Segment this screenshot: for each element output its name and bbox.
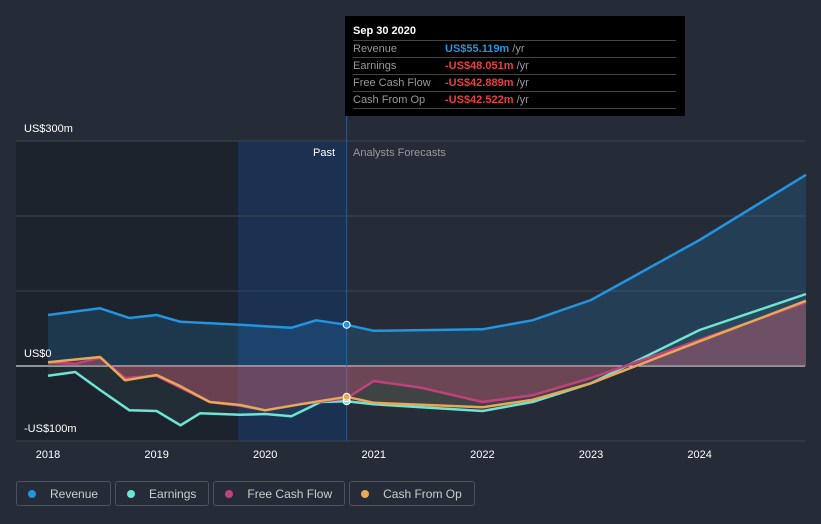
past-label: Past	[313, 147, 336, 159]
tooltip-row: Earnings -US$48.051m /yr	[353, 57, 676, 75]
x-tick-label: 2018	[35, 449, 61, 461]
tooltip-label: Revenue	[353, 43, 398, 55]
legend-item-earnings[interactable]: Earnings	[115, 481, 210, 506]
area-cash-from-op	[48, 300, 807, 411]
legend-label: Earnings	[149, 486, 197, 501]
tooltip-amount: -US$48.051m	[445, 60, 514, 72]
tooltip-row: Revenue US$55.119m /yr	[353, 40, 676, 58]
legend-dot-icon	[225, 489, 234, 498]
y-tick-neg100: -US$100m	[24, 423, 77, 435]
line-cash-from-op	[47, 299, 807, 412]
marker-cash-from-op	[342, 392, 351, 401]
x-tick-label: 2019	[144, 449, 169, 461]
legend-item-revenue[interactable]: Revenue	[16, 481, 112, 506]
legend-dot-icon	[361, 489, 370, 498]
y-tick-300: US$300m	[24, 123, 73, 135]
tooltip-row: Free Cash Flow -US$42.889m /yr	[353, 74, 676, 92]
x-tick-label: 2023	[578, 449, 604, 461]
marker-revenue	[342, 320, 351, 329]
x-tick-label: 2020	[252, 449, 278, 461]
tooltip-unit: /yr	[516, 60, 529, 72]
tooltip-value: -US$48.051m /yr	[445, 58, 529, 75]
tooltip-unit: /yr	[512, 43, 525, 55]
area-free-cash-flow	[48, 302, 807, 411]
tooltip-amount: US$55.119m	[445, 43, 510, 55]
x-tick-label: 2021	[361, 449, 387, 461]
legend-item-free-cash-flow[interactable]: Free Cash Flow	[213, 481, 346, 506]
tooltip-value: -US$42.522m /yr	[445, 92, 529, 109]
tooltip-value: -US$42.889m /yr	[445, 75, 529, 92]
x-tick-label: 2024	[687, 449, 712, 461]
tooltip-label: Free Cash Flow	[353, 77, 431, 89]
area-revenue	[48, 174, 807, 366]
legend-label: Cash From Op	[383, 486, 462, 501]
legend-dot-icon	[127, 489, 136, 498]
y-tick-0: US$0	[24, 348, 52, 360]
legend-label: Free Cash Flow	[247, 486, 333, 501]
legend-label: Revenue	[50, 486, 99, 501]
tooltip-value: US$55.119m /yr	[445, 41, 525, 58]
forecast-label: Analysts Forecasts	[353, 147, 446, 159]
legend-dot-icon	[28, 489, 36, 498]
tooltip-row: Cash From Op -US$42.522m /yr	[353, 91, 676, 109]
legend-item-cash-from-op[interactable]: Cash From Op	[349, 481, 475, 506]
line-earnings	[47, 292, 807, 427]
tooltip: Sep 30 2020 Revenue US$55.119m /yr Earning…	[345, 16, 685, 116]
tooltip-unit: /yr	[516, 77, 529, 89]
x-tick-label: 2022	[470, 449, 495, 461]
tooltip-date: Sep 30 2020	[353, 25, 416, 37]
tooltip-amount: -US$42.522m	[445, 94, 514, 106]
area-earnings	[48, 294, 807, 426]
tooltip-unit: /yr	[516, 94, 529, 106]
legend: Revenue Earnings Free Cash Flow Cash From O…	[16, 481, 475, 506]
tooltip-amount: -US$42.889m	[445, 77, 514, 89]
line-revenue	[47, 173, 807, 333]
tooltip-label: Earnings	[353, 60, 397, 72]
tooltip-label: Cash From Op	[353, 94, 426, 106]
